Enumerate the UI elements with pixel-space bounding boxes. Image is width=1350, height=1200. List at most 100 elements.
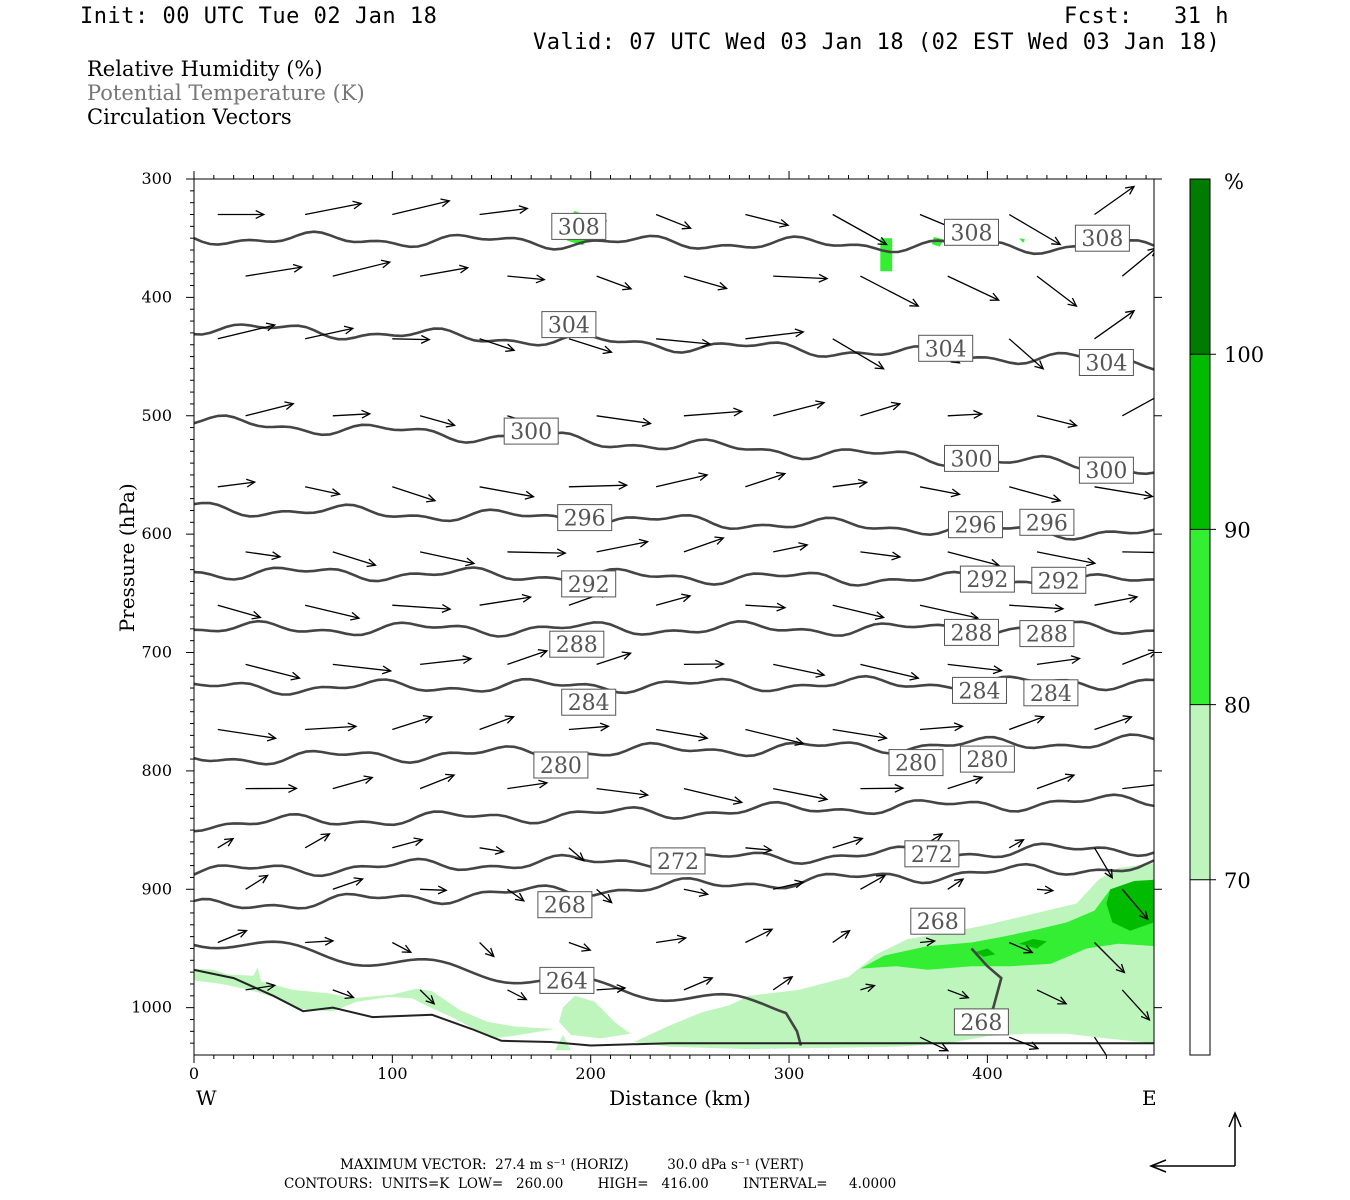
circulation-vector-head [815,669,826,678]
circulation-vector [655,213,691,229]
circulation-vector [1121,397,1154,417]
circulation-vector-head [1051,494,1062,504]
circulation-vector-head [715,659,726,669]
circulation-vector-head [518,205,529,214]
circulation-vector-head [622,281,633,291]
circulation-vector-head [425,995,436,1005]
contour-label-box [944,618,999,646]
circulation-vector-head [288,783,298,793]
circulation-vector-head [465,557,476,567]
circulation-vector [683,888,708,895]
contour-label-box [557,504,613,532]
theta-contour-284 [194,674,1154,696]
circulation-vector-head [818,273,829,283]
circulation-vector [419,774,455,790]
circulation-vector [772,976,793,991]
circulation-vector-head [875,874,887,884]
contour-label: 292 [1038,569,1080,594]
circulation-vector [420,888,447,891]
contour-labels: 308 308 308 304 304 304 300 300 300 296 296 296 292 2… [503,212,1134,1036]
y-tick-label: 400 [141,287,172,306]
circulation-vector [773,401,825,417]
circulation-vector-head [698,472,709,482]
colorbar-segment [1190,179,1210,355]
circulation-vector [745,928,773,944]
circulation-vector [860,663,919,679]
circulation-vector-head [441,604,452,614]
circulation-vector [479,486,534,498]
circulation-vector-head [681,221,692,230]
contour-label: 292 [966,568,1008,593]
contour-label: 268 [960,1011,1002,1036]
circulation-vector-head [284,401,295,410]
circulation-vector [656,338,711,345]
circulation-vector-head [992,665,1003,675]
circulation-vector-head [703,976,714,986]
x-tick-label: 100 [377,1064,408,1083]
circulation-vector [1121,888,1149,920]
circulation-vector-head [973,775,984,785]
contour-label-box [1031,566,1087,594]
circulation-vector [245,551,281,558]
circulation-vector [1008,1036,1039,1050]
circulation-vector-head [413,837,424,847]
circulation-vector [304,604,360,619]
circulation-vector [773,881,804,890]
circulation-vector [655,595,691,606]
circulation-vector-head [251,610,262,620]
circulation-vector-head [504,715,516,724]
contour-label: 296 [1026,511,1068,536]
circulation-vector [392,486,436,502]
contour-label-box [959,565,1015,593]
circulation-vector [419,551,475,565]
circulation-vector-head [877,236,888,246]
circulation-vector [832,338,884,370]
circulation-vector [596,888,613,904]
rh-70-band-west [194,967,555,1039]
contour-label-box [910,907,966,935]
circulation-vector [1008,941,1033,954]
contour-label-box [551,212,607,240]
theta-contour-308 [194,230,1154,256]
circulation-vector [568,338,612,353]
rh-80-band [860,882,1154,970]
theta-contour-296 [194,501,1154,541]
circulation-vector-head [891,551,902,561]
circulation-vector [392,716,432,731]
contour-label: 284 [1030,682,1072,707]
circulation-vector-head [874,360,885,370]
circulation-vector-head [933,833,944,842]
circulation-vector-head [1122,715,1133,724]
circulation-vector [507,650,548,666]
theta-contour-264 [194,940,803,1046]
circulation-vector-head [618,480,629,490]
circulation-vector [1009,486,1061,502]
circulation-vector [919,1036,949,1052]
circulation-vector-head [1140,1011,1151,1022]
y-tick-label: 600 [141,524,172,543]
circulation-vector-head [1164,388,1173,395]
circulation-vector-head [320,833,331,842]
rh-70-patch [559,995,631,1039]
circulation-vector-head [265,322,277,332]
colorbar-segment [1190,704,1210,880]
contour-label: 308 [558,215,600,240]
contour-label: 300 [1085,459,1127,484]
circulation-vector [217,929,247,944]
contour-label: 284 [959,679,1001,704]
contour-label: 308 [951,221,993,246]
circulation-vector-head [641,417,652,427]
circulation-vector [773,787,828,800]
y-tick-label: 1000 [131,998,172,1017]
circulation-vector [304,202,362,216]
circulation-vector-head [1034,360,1045,370]
east-label: E [1142,1086,1157,1110]
circulation-vector [860,403,901,417]
circulation-vector [596,275,632,290]
circulation-vector-head [505,343,516,353]
circulation-vector-head [459,264,470,274]
contour-label-box [1023,679,1079,707]
contour-label: 304 [925,337,967,362]
contour-label: 272 [657,850,699,875]
contour-label: 268 [917,910,959,935]
